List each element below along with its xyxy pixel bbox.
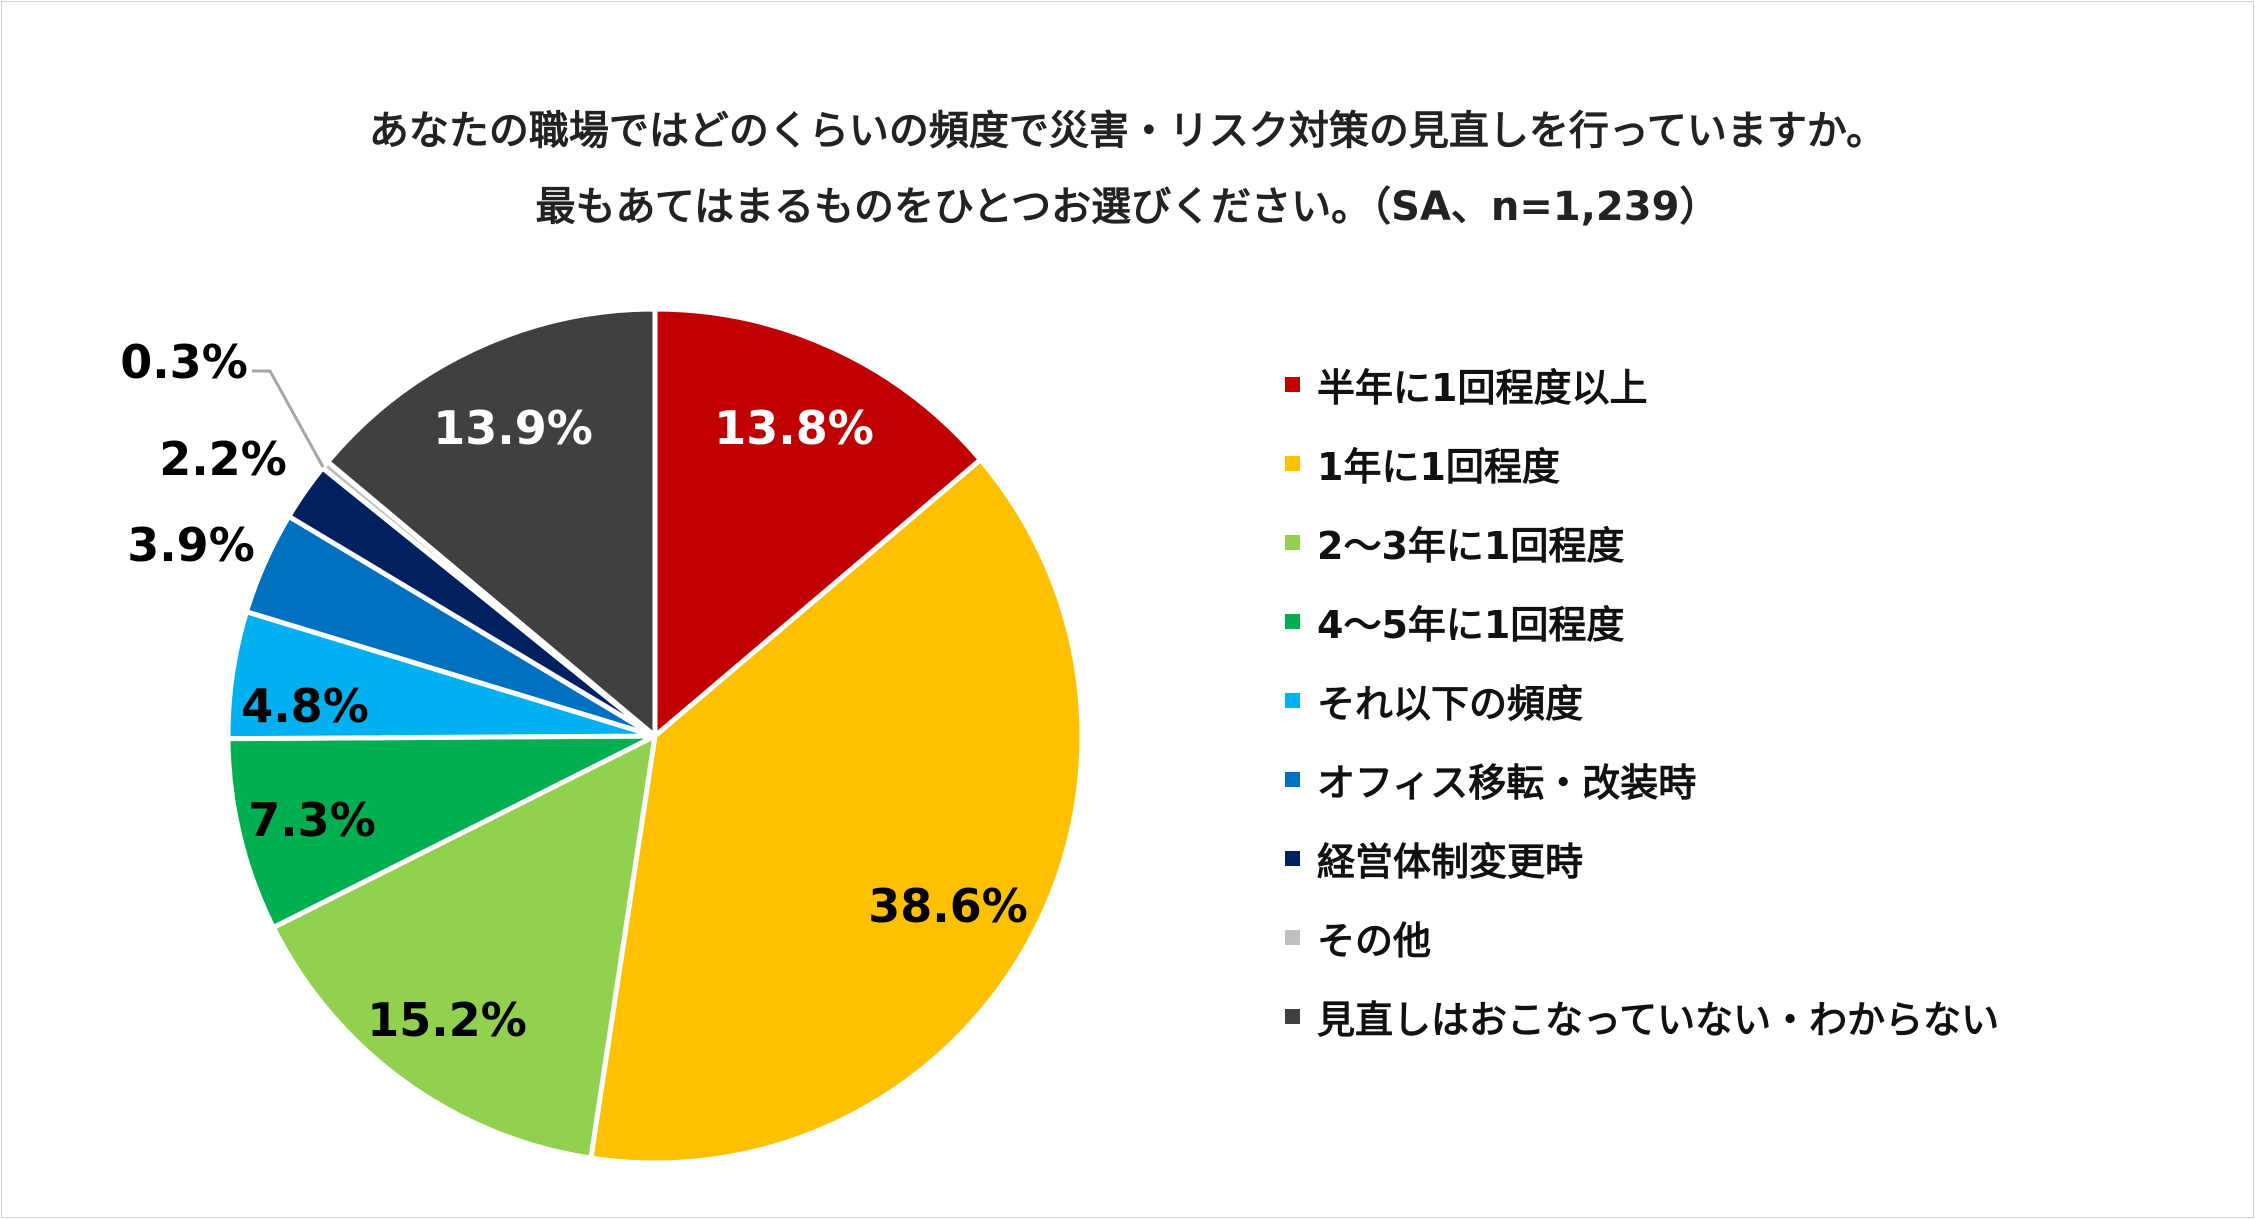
legend-swatch: [1285, 930, 1300, 945]
data-label: 13.9%: [433, 401, 593, 455]
data-label: 15.2%: [367, 993, 527, 1047]
legend-item: 経営体制変更時: [1285, 819, 1999, 898]
legend-swatch: [1285, 456, 1300, 471]
legend-label: 見直しはおこなっていない・わからない: [1317, 998, 2000, 1042]
chart-title-line-2: 最もあてはまるものをひとつお選びください。（SA、n=1,239）: [535, 184, 1720, 230]
data-label: 3.9%: [127, 518, 255, 572]
chart-title-line-1: あなたの職場ではどのくらいの頻度で災害・リスク対策の見直しを行っていますか。: [368, 108, 1887, 154]
legend-item: その他: [1285, 898, 1999, 977]
pie-slice-2: [270, 733, 658, 1161]
legend-swatch: [1285, 614, 1300, 629]
legend-item: オフィス移転・改装時: [1285, 740, 1999, 819]
pie-slice-3: [225, 733, 658, 930]
legend-item: 1年に1回程度: [1285, 424, 1999, 503]
pie-slice-8: [325, 306, 658, 739]
data-label: 13.8%: [714, 401, 874, 455]
legend-item: 半年に1回程度以上: [1285, 345, 1999, 424]
legend-swatch: [1285, 535, 1300, 550]
legend-item: 見直しはおこなっていない・わからない: [1285, 977, 1999, 1056]
legend-label: 2〜3年に1回程度: [1317, 524, 1625, 568]
data-label: 7.3%: [248, 793, 376, 847]
leader-line: [252, 369, 325, 468]
data-label: 4.8%: [241, 679, 369, 733]
legend-label: 半年に1回程度以上: [1317, 366, 1648, 410]
data-label: 38.6%: [868, 879, 1028, 933]
data-label: 2.2%: [159, 432, 287, 486]
legend-label: 経営体制変更時: [1317, 840, 1584, 884]
legend-label: 4〜5年に1回程度: [1317, 603, 1625, 647]
legend: 半年に1回程度以上 1年に1回程度 2〜3年に1回程度 4〜5年に1回程度 それ以下の頻…: [1285, 345, 1999, 1056]
pie-slice-1: [588, 457, 1085, 1166]
legend-label: オフィス移転・改装時: [1317, 761, 1697, 805]
legend-swatch: [1285, 377, 1300, 392]
pie-slice-0: [652, 306, 984, 739]
legend-swatch: [1285, 693, 1300, 708]
legend-label: 1年に1回程度: [1317, 445, 1560, 489]
legend-item: それ以下の頻度: [1285, 661, 1999, 740]
legend-label: それ以下の頻度: [1317, 682, 1584, 726]
legend-item: 2〜3年に1回程度: [1285, 503, 1999, 582]
legend-swatch: [1285, 1009, 1300, 1024]
legend-swatch: [1285, 851, 1300, 866]
legend-item: 4〜5年に1回程度: [1285, 582, 1999, 661]
data-label: 0.3%: [120, 335, 248, 389]
legend-swatch: [1285, 772, 1300, 787]
legend-label: その他: [1317, 919, 1432, 963]
